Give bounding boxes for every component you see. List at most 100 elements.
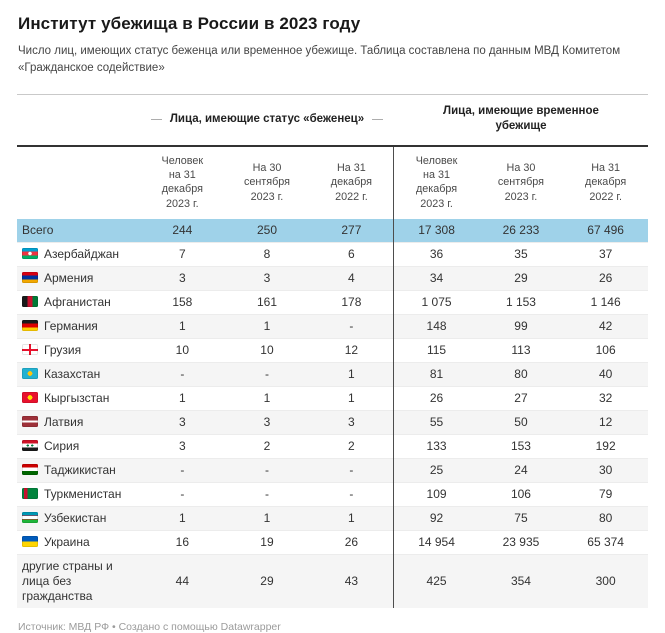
value-cell: 19	[260, 535, 274, 550]
value-cell: -	[180, 487, 185, 502]
value-cell: 10	[260, 343, 274, 358]
table-row: Армения 3 3 4 34 29 26	[17, 266, 648, 291]
group-header-refugee-status: Лица, имеющие статус «беженец»	[140, 94, 394, 147]
country-cell: Украина	[17, 531, 140, 555]
value-cell: 1	[178, 319, 186, 334]
table-row: Туркменистан - - - 109 106 79	[17, 482, 648, 507]
value-cell: -	[264, 367, 269, 382]
column-header-4: Человек на 31 декабря 2023 г.	[393, 145, 479, 220]
value-cell: 34	[393, 266, 479, 291]
value-cell: 14 954	[393, 530, 479, 555]
value-cell: 75	[514, 511, 528, 526]
country-column-header-empty	[17, 146, 140, 220]
value-cell: 3	[178, 415, 186, 430]
country-label: Туркменистан	[44, 487, 122, 502]
country-cell: Таджикистан	[17, 459, 140, 483]
country-cell: Азербайджан	[17, 243, 140, 267]
country-cell: Кыргызстан	[17, 387, 140, 411]
value-cell: 79	[598, 487, 613, 502]
syria-flag-icon	[22, 440, 38, 452]
armenia-flag-icon	[22, 272, 38, 284]
latvia-flag-icon	[22, 416, 38, 428]
table-row: другие страны и лица без гражданства 44 29…	[17, 554, 648, 609]
value-cell: 1	[348, 511, 355, 526]
value-cell: 23 935	[502, 535, 540, 550]
value-cell: 3	[178, 271, 186, 286]
value-cell: -	[349, 487, 354, 502]
value-cell: 250	[256, 223, 277, 238]
value-cell: 1 075	[393, 290, 479, 315]
table-row: Украина 16 19 26 14 954 23 935 65 374	[17, 530, 648, 555]
column-header-row: Человек на 31 декабря 2023 г. На 30 сент…	[17, 145, 648, 220]
value-cell: 50	[514, 415, 528, 430]
value-cell: 3	[263, 415, 271, 430]
table-row: Таджикистан - - - 25 24 30	[17, 458, 648, 483]
value-cell: 80	[598, 511, 613, 526]
column-header-6: На 31 декабря 2022 г.	[585, 161, 627, 203]
value-cell: 425	[393, 554, 479, 609]
country-label: Латвия	[44, 415, 84, 430]
table-row: Грузия 10 10 12 115 113 106	[17, 338, 648, 363]
country-cell: Армения	[17, 267, 140, 291]
value-cell: 1	[263, 391, 271, 406]
value-cell: 1	[348, 367, 355, 382]
value-cell: 37	[598, 247, 613, 262]
value-cell: 26 233	[502, 223, 540, 238]
value-cell: -	[349, 463, 354, 478]
country-label: другие страны и лица без гражданства	[22, 559, 113, 604]
source-note: Источник: МВД РФ • Создано с помощью Dat…	[18, 621, 281, 633]
value-cell: 24	[514, 463, 528, 478]
value-cell: 300	[595, 574, 616, 589]
tajikistan-flag-icon	[22, 464, 38, 476]
value-cell: -	[264, 487, 269, 502]
value-cell: 2	[263, 439, 271, 454]
table-row: Азербайджан 7 8 6 36 35 37	[17, 242, 648, 267]
column-header-1: Человек на 31 декабря 2023 г.	[161, 154, 204, 210]
value-cell: 26	[344, 535, 359, 550]
uzbekistan-flag-icon	[22, 512, 38, 524]
page-title: Институт убежища в России в 2023 году	[18, 14, 361, 33]
column-group-row: Лица, имеющие статус «беженец» Лица, име…	[17, 94, 648, 147]
country-cell: Казахстан	[17, 363, 140, 387]
country-label: Кыргызстан	[44, 391, 110, 406]
value-cell: 106	[510, 487, 531, 502]
value-cell: 25	[393, 458, 479, 483]
value-cell: 115	[393, 338, 479, 363]
afghanistan-flag-icon	[22, 296, 38, 308]
value-cell: 12	[598, 415, 613, 430]
value-cell: 80	[514, 367, 528, 382]
value-cell: 1	[348, 391, 355, 406]
country-label: Грузия	[44, 343, 82, 358]
table-row: Латвия 3 3 3 55 50 12	[17, 410, 648, 435]
value-cell: 8	[263, 247, 271, 262]
value-cell: 42	[598, 319, 613, 334]
value-cell: 1 146	[590, 295, 621, 310]
turkmenistan-flag-icon	[22, 488, 38, 500]
value-cell: 2	[348, 439, 355, 454]
column-header-5: На 30 сентября 2023 г.	[497, 161, 544, 203]
value-cell: 6	[348, 247, 355, 262]
country-cell: Германия	[17, 315, 140, 339]
value-cell: 30	[598, 463, 613, 478]
value-cell: 26	[598, 271, 613, 286]
value-cell: 178	[341, 295, 362, 310]
value-cell: 17 308	[393, 219, 479, 243]
country-cell: Сирия	[17, 435, 140, 459]
kazakhstan-flag-icon	[22, 368, 38, 380]
value-cell: 109	[393, 482, 479, 507]
value-cell: 354	[510, 574, 531, 589]
value-cell: 148	[393, 314, 479, 339]
value-cell: 158	[172, 295, 193, 310]
country-cell: Всего	[17, 219, 140, 243]
asylum-table: Лица, имеющие статус «беженец» Лица, име…	[17, 93, 648, 609]
value-cell: 12	[344, 343, 359, 358]
value-cell: 153	[510, 439, 531, 454]
value-cell: 65 374	[587, 535, 624, 550]
country-label: Азербайджан	[44, 247, 120, 262]
value-cell: -	[180, 463, 185, 478]
value-cell: 32	[598, 391, 613, 406]
kyrgyzstan-flag-icon	[22, 392, 38, 404]
value-cell: 27	[514, 391, 528, 406]
value-cell: 10	[175, 343, 189, 358]
